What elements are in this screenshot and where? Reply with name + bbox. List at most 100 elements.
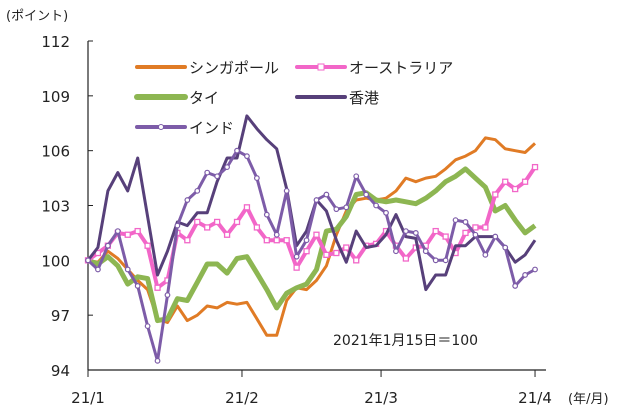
data-point xyxy=(253,175,260,181)
x-tick-label: 21/3 xyxy=(364,389,398,407)
data-point xyxy=(353,257,360,264)
series-4 xyxy=(85,147,538,364)
data-point xyxy=(432,227,439,235)
y-tick-label: 100 xyxy=(41,252,70,270)
data-point xyxy=(412,230,419,236)
data-point xyxy=(402,228,409,234)
legend-item: タイ xyxy=(134,89,219,107)
data-point xyxy=(283,187,290,194)
data-point xyxy=(442,257,449,264)
data-point xyxy=(482,224,489,231)
data-point xyxy=(144,242,151,249)
legend-label: オーストラリア xyxy=(349,59,453,77)
x-tick-label: 21/2 xyxy=(225,389,259,407)
data-point xyxy=(124,231,131,238)
data-point xyxy=(85,257,91,264)
data-point xyxy=(323,251,330,259)
data-point xyxy=(373,202,379,209)
data-point xyxy=(303,237,310,244)
series-1 xyxy=(84,163,539,291)
data-point xyxy=(213,218,221,226)
data-point xyxy=(502,244,509,251)
data-point xyxy=(154,284,161,291)
series-line xyxy=(86,165,537,290)
legend-item: オーストラリア xyxy=(295,59,453,77)
data-point xyxy=(313,231,320,238)
legend-label: 香港 xyxy=(349,89,379,107)
data-point xyxy=(204,169,211,176)
data-point xyxy=(174,222,181,229)
series-line xyxy=(86,114,537,292)
data-point xyxy=(273,237,280,244)
data-point xyxy=(343,204,350,211)
data-point xyxy=(124,266,131,273)
data-point xyxy=(482,251,489,258)
data-point xyxy=(293,253,300,260)
data-point xyxy=(134,283,141,289)
legend-item: 香港 xyxy=(295,89,379,107)
series-3 xyxy=(86,114,537,292)
data-point xyxy=(134,227,141,235)
y-tick-label: 112 xyxy=(41,33,70,51)
data-point xyxy=(95,266,101,273)
series-line xyxy=(86,149,536,363)
data-point xyxy=(184,237,191,244)
data-point xyxy=(333,206,340,213)
data-point xyxy=(393,248,399,255)
data-point xyxy=(492,191,499,198)
data-point xyxy=(422,248,429,255)
data-point xyxy=(224,164,230,171)
data-point xyxy=(512,185,519,193)
data-point xyxy=(244,153,250,160)
data-point xyxy=(353,173,360,180)
data-point xyxy=(253,224,261,231)
data-point xyxy=(512,283,519,289)
data-point xyxy=(323,191,330,198)
data-point xyxy=(462,219,469,225)
data-point xyxy=(204,224,211,231)
y-tick-label: 97 xyxy=(51,307,70,325)
data-point xyxy=(223,231,231,238)
data-point xyxy=(283,237,290,244)
legend-label: シンガポール xyxy=(189,59,279,77)
data-point xyxy=(532,266,538,273)
data-point xyxy=(234,147,240,154)
legend-item: インド xyxy=(135,119,234,137)
data-point xyxy=(343,244,350,251)
x-axis-label: (年/月) xyxy=(568,392,609,407)
data-point xyxy=(243,204,251,211)
data-point xyxy=(472,231,479,238)
legend-marker xyxy=(158,124,164,130)
data-point xyxy=(303,248,310,255)
data-point xyxy=(214,173,221,180)
data-point xyxy=(452,217,459,224)
data-point xyxy=(263,237,270,244)
data-point xyxy=(273,231,280,238)
data-point xyxy=(114,228,121,234)
data-point xyxy=(233,218,241,226)
x-tick-label: 21/1 xyxy=(71,389,105,407)
data-point xyxy=(462,229,469,237)
data-point xyxy=(472,224,479,231)
y-tick-label: 109 xyxy=(41,88,70,106)
annotation-base-date: 2021年1月15日＝100 xyxy=(333,333,478,349)
data-point xyxy=(144,323,151,330)
data-point xyxy=(521,178,529,185)
data-point xyxy=(184,197,191,203)
data-point xyxy=(164,292,171,298)
data-point xyxy=(194,218,201,226)
legend-marker xyxy=(317,63,325,71)
data-point xyxy=(104,242,111,249)
y-tick-label: 94 xyxy=(51,362,70,380)
y-axis-label: (ポイント) xyxy=(6,9,68,24)
data-point xyxy=(293,264,300,271)
legend-item: シンガポール xyxy=(135,59,279,77)
y-tick-label: 103 xyxy=(41,198,70,216)
data-point xyxy=(522,272,528,278)
data-point xyxy=(363,191,370,198)
x-tick-label: 21/4 xyxy=(518,389,552,407)
data-point xyxy=(531,163,539,171)
y-tick-label: 106 xyxy=(41,143,70,161)
legend-label: タイ xyxy=(189,89,219,107)
